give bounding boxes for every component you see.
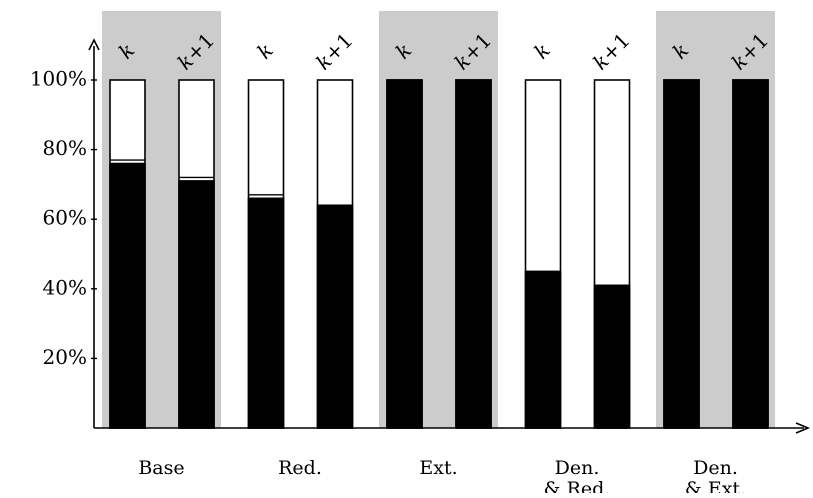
y-tick-label: 20% bbox=[43, 345, 87, 369]
group-label: Red. bbox=[278, 457, 322, 479]
bar-filled bbox=[593, 284, 631, 429]
y-tick-label: 40% bbox=[43, 275, 87, 299]
group-label: & Ext. bbox=[685, 478, 746, 493]
group-label: & Red. bbox=[544, 478, 611, 493]
group-label: Den. bbox=[693, 457, 738, 479]
bar-top-label: k+1 bbox=[588, 28, 634, 74]
bar-filled bbox=[663, 79, 700, 429]
y-axis-arrow bbox=[88, 38, 100, 51]
group-label: Den. bbox=[555, 457, 600, 479]
bar-filled bbox=[178, 180, 215, 429]
bar-filled bbox=[386, 79, 423, 429]
axes-layer bbox=[88, 38, 811, 434]
bar-filled bbox=[524, 270, 562, 429]
bar-top-label: k+1 bbox=[311, 28, 357, 74]
y-tick-label: 60% bbox=[43, 206, 87, 230]
bar-filled bbox=[732, 79, 769, 429]
bar-filled bbox=[247, 197, 285, 429]
bar-filled bbox=[109, 162, 146, 429]
y-tick-label: 80% bbox=[43, 136, 87, 160]
bar-filled bbox=[316, 204, 354, 429]
bar-filled bbox=[455, 79, 492, 429]
group-label: Ext. bbox=[419, 457, 457, 479]
y-tick-label: 100% bbox=[30, 67, 87, 91]
bar-top-label: k bbox=[252, 38, 278, 64]
bar-top-label: k bbox=[529, 38, 555, 64]
x-axis-arrow bbox=[795, 422, 811, 434]
group-label: Base bbox=[138, 457, 184, 479]
